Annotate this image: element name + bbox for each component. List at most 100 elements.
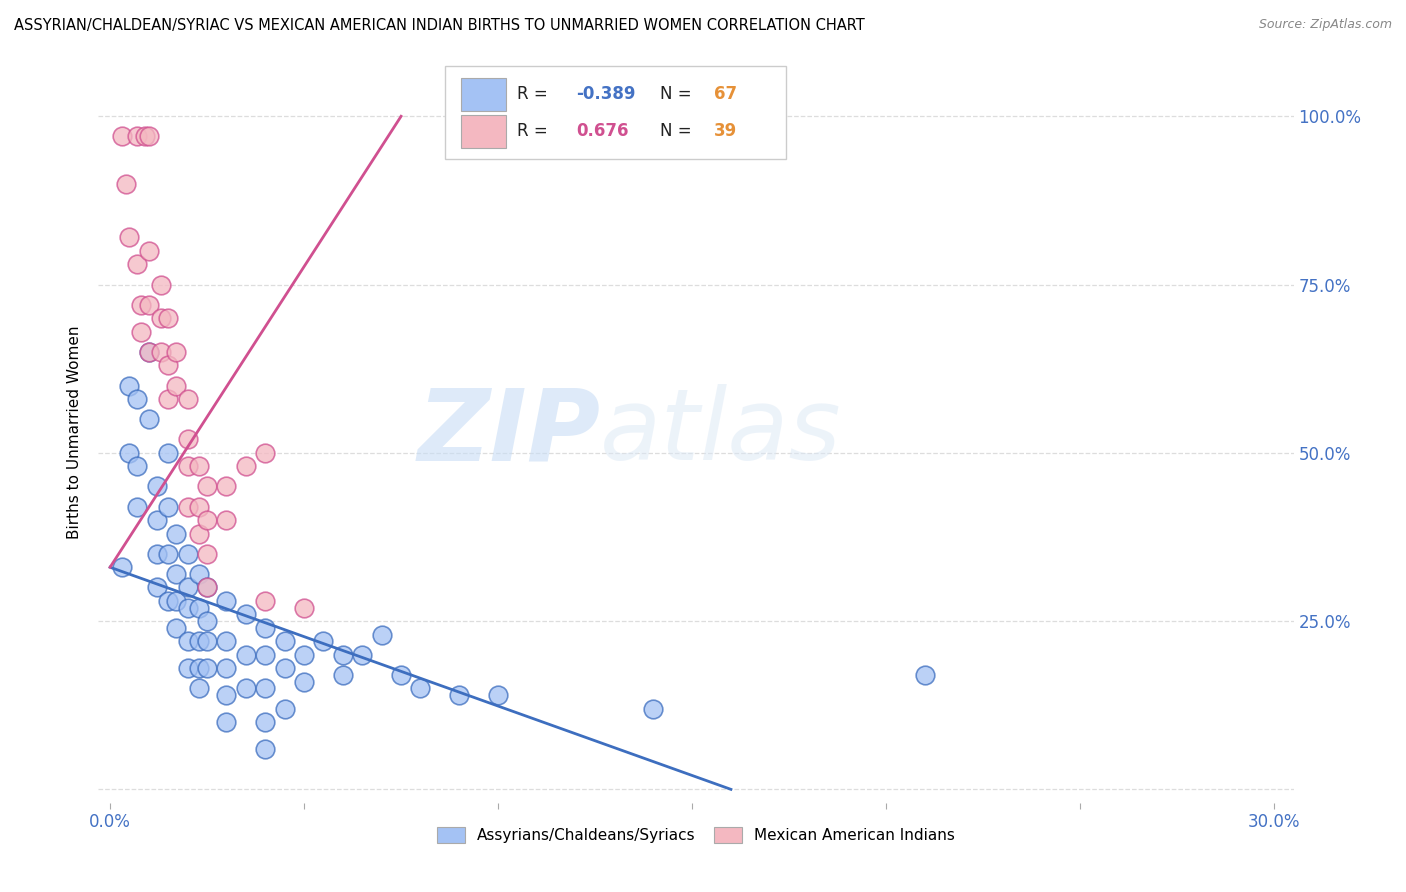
Point <box>127 459 149 474</box>
Point <box>165 566 187 581</box>
Point <box>254 621 277 635</box>
Point <box>188 526 211 541</box>
Point <box>195 581 218 595</box>
Point <box>165 526 187 541</box>
Point <box>188 600 211 615</box>
Point <box>273 634 295 648</box>
Point <box>176 634 198 648</box>
Point <box>215 479 238 493</box>
Point <box>188 566 211 581</box>
Point <box>145 547 167 561</box>
Point <box>118 230 141 244</box>
Point <box>449 688 471 702</box>
Point <box>176 500 198 514</box>
Point <box>188 661 211 675</box>
Point <box>643 701 665 715</box>
Point <box>215 661 238 675</box>
Y-axis label: Births to Unmarried Women: Births to Unmarried Women <box>67 326 83 540</box>
Point <box>195 513 218 527</box>
Point <box>188 459 211 474</box>
Text: N =: N = <box>661 122 697 140</box>
Point <box>138 244 160 258</box>
Point <box>215 714 238 729</box>
Point <box>292 600 315 615</box>
Point <box>409 681 432 696</box>
Point <box>138 129 160 144</box>
Text: atlas: atlas <box>600 384 842 481</box>
Point <box>292 674 315 689</box>
Point <box>215 688 238 702</box>
Point <box>118 446 141 460</box>
Text: 39: 39 <box>714 122 737 140</box>
Point <box>486 688 509 702</box>
Point <box>111 129 134 144</box>
Point <box>914 668 936 682</box>
Point <box>138 298 160 312</box>
Point <box>332 668 354 682</box>
Point <box>157 311 180 326</box>
Point <box>235 459 257 474</box>
Point <box>235 648 257 662</box>
Legend: Assyrians/Chaldeans/Syriacs, Mexican American Indians: Assyrians/Chaldeans/Syriacs, Mexican Ame… <box>430 820 962 851</box>
Point <box>127 392 149 406</box>
Point <box>195 661 218 675</box>
Point <box>370 627 392 641</box>
Point <box>176 433 198 447</box>
Text: ZIP: ZIP <box>418 384 600 481</box>
Point <box>129 325 152 339</box>
Point <box>215 513 238 527</box>
Point <box>138 344 160 359</box>
Point <box>149 311 172 326</box>
Point <box>254 594 277 608</box>
Bar <box>461 78 506 111</box>
Text: R =: R = <box>517 122 553 140</box>
Point <box>195 581 218 595</box>
Point <box>254 681 277 696</box>
Point <box>157 500 180 514</box>
Point <box>312 634 335 648</box>
Point <box>195 547 218 561</box>
Point <box>165 378 187 392</box>
Point <box>254 714 277 729</box>
Text: N =: N = <box>661 86 697 103</box>
Point <box>352 648 374 662</box>
Point <box>157 446 180 460</box>
Point <box>176 392 198 406</box>
Point <box>145 479 167 493</box>
Point <box>195 479 218 493</box>
Point <box>292 648 315 662</box>
Point <box>127 500 149 514</box>
Point <box>157 359 180 373</box>
Point <box>157 547 180 561</box>
Text: -0.389: -0.389 <box>576 86 636 103</box>
Bar <box>461 115 506 147</box>
Point <box>235 681 257 696</box>
Point <box>111 560 134 574</box>
Text: 67: 67 <box>714 86 737 103</box>
Point <box>195 634 218 648</box>
Point <box>176 581 198 595</box>
Point <box>134 129 156 144</box>
Text: 0.676: 0.676 <box>576 122 628 140</box>
Point <box>114 177 136 191</box>
Point <box>118 378 141 392</box>
Text: ASSYRIAN/CHALDEAN/SYRIAC VS MEXICAN AMERICAN INDIAN BIRTHS TO UNMARRIED WOMEN CO: ASSYRIAN/CHALDEAN/SYRIAC VS MEXICAN AMER… <box>14 18 865 33</box>
Point <box>149 277 172 292</box>
Point <box>254 742 277 756</box>
Point <box>157 594 180 608</box>
Point <box>176 547 198 561</box>
Point <box>389 668 412 682</box>
Point <box>188 681 211 696</box>
Text: R =: R = <box>517 86 553 103</box>
Point <box>235 607 257 622</box>
Point <box>127 257 149 271</box>
FancyBboxPatch shape <box>446 66 786 159</box>
Point <box>165 344 187 359</box>
Point <box>138 344 160 359</box>
Point <box>176 661 198 675</box>
Point <box>149 344 172 359</box>
Point <box>188 500 211 514</box>
Point <box>145 513 167 527</box>
Point <box>188 634 211 648</box>
Point <box>195 614 218 628</box>
